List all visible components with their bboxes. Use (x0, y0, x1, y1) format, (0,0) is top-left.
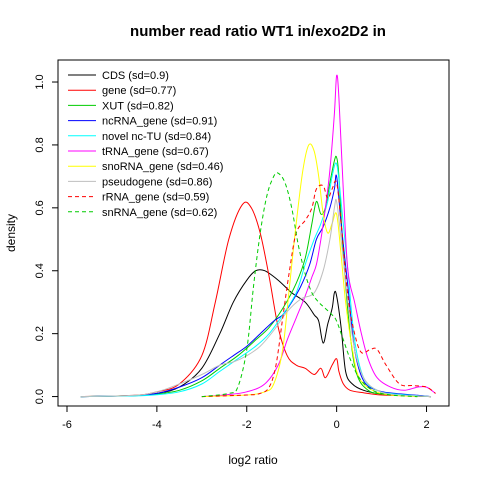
legend-label: XUT (sd=0.82) (102, 100, 174, 112)
legend-label: gene (sd=0.77) (102, 85, 176, 97)
series-line (80, 162, 432, 398)
chart-title: number read ratio WT1 in/exo2D2 in (130, 23, 386, 40)
y-tick-label: 0.6 (34, 200, 46, 215)
legend-label: rRNA_gene (sd=0.59) (102, 192, 209, 204)
legend-label: pseudogene (sd=0.86) (102, 176, 212, 188)
x-tick-label: 2 (423, 419, 429, 431)
series-line (80, 269, 432, 398)
series-line (80, 174, 432, 398)
x-tick-label: -2 (242, 419, 252, 431)
y-tick-label: 0.2 (34, 326, 46, 341)
series-lines (80, 74, 436, 398)
y-axis: 0.0 0.2 0.4 0.6 0.8 1.0 (34, 74, 59, 404)
y-tick-label: 0.8 (34, 137, 46, 152)
series-line (201, 74, 436, 398)
legend-label: novel nc-TU (sd=0.84) (102, 131, 211, 143)
x-tick-label: -6 (62, 419, 72, 431)
series-line (201, 172, 418, 398)
legend-label: snoRNA_gene (sd=0.46) (102, 161, 223, 173)
legend-label: tRNA_gene (sd=0.67) (102, 146, 209, 158)
y-tick-label: 0.0 (34, 389, 46, 404)
x-axis: -6 -4 -2 0 2 (62, 405, 430, 431)
legend-label: snRNA_gene (sd=0.62) (102, 207, 217, 219)
legend: CDS (sd=0.9) gene (sd=0.77) XUT (sd=0.82) n… (68, 70, 223, 219)
legend-label: ncRNA_gene (sd=0.91) (102, 116, 217, 128)
y-tick-label: 0.4 (34, 263, 46, 278)
x-axis-label: log2 ratio (228, 453, 278, 467)
series-line (201, 143, 418, 398)
legend-label: CDS (sd=0.9) (102, 70, 169, 82)
y-tick-label: 1.0 (34, 74, 46, 89)
series-line (80, 155, 432, 398)
x-tick-label: 0 (334, 419, 340, 431)
x-tick-label: -4 (152, 419, 162, 431)
series-line (80, 201, 432, 398)
y-axis-label: density (4, 214, 18, 252)
series-line (201, 180, 436, 398)
series-line (80, 198, 432, 398)
